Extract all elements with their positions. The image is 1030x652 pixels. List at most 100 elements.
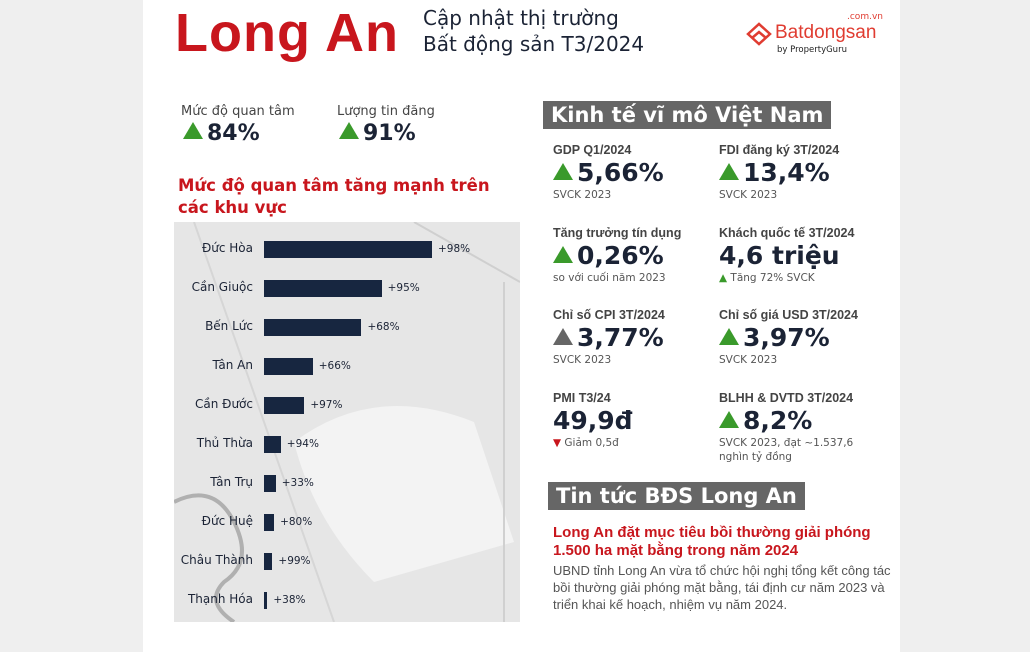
indicator-value: 3,77% <box>553 323 713 353</box>
indicator-note: SVCK 2023 <box>553 189 612 201</box>
indicator-value: 4,6 triệu <box>719 240 840 270</box>
bar-row: Bến Lức +68% <box>174 318 520 338</box>
bar-category-label: Đức Hòa <box>201 241 253 255</box>
bar-data-label: +97% <box>310 399 343 411</box>
logo-brand: Batdongsan <box>775 22 877 43</box>
news-item: Long An đặt mục tiêu bồi thường giải phó… <box>553 524 898 613</box>
subtitle-line2: Bất động sản T3/2024 <box>423 32 645 56</box>
bar-category-label: Châu Thành <box>180 553 253 567</box>
bar-data-label: +95% <box>387 282 420 294</box>
bar-row: Đức Huệ +80% <box>174 513 520 533</box>
bar-row: Thạnh Hóa +38% <box>174 591 520 611</box>
indicator-label: GDP Q1/2024 <box>553 143 632 157</box>
indicator-value: 5,66% <box>553 158 713 188</box>
indicator-note: so với cuối năm 2023 <box>553 271 666 284</box>
batdongsan-logo: .com.vn Batdongsan by PropertyGuru <box>745 12 895 56</box>
bar-data-label: +68% <box>367 321 400 333</box>
stat-listings-label: Lượng tin đăng <box>337 104 435 119</box>
indicator-label: Khách quốc tế 3T/2024 <box>719 225 855 240</box>
news-headline[interactable]: Long An đặt mục tiêu bồi thường giải phó… <box>553 524 871 559</box>
up-arrow-icon <box>553 328 573 345</box>
up-arrow-icon <box>553 245 573 263</box>
bar-row: Tân An +66% <box>174 357 520 377</box>
indicator-value: 0,26% <box>553 241 713 271</box>
bar <box>264 514 275 531</box>
bar-row: Cần Giuộc +95% <box>174 279 520 299</box>
indicator-note: SVCK 2023 <box>553 354 612 366</box>
bar-data-label: +94% <box>286 438 319 450</box>
bar-chart-map: Đức Hòa +98% Cần Giuộc +95% Bến Lức +68% Tâ… <box>174 222 520 622</box>
indicator-label: PMI T3/24 <box>553 390 611 405</box>
bar <box>264 397 305 414</box>
bar <box>264 241 432 258</box>
indicator-label: Tăng trưởng tín dụng <box>553 225 682 240</box>
stat-interest-value: 84% <box>183 121 260 146</box>
bar-category-label: Thủ Thừa <box>196 436 253 450</box>
bar-category-label: Đức Huệ <box>201 514 253 528</box>
indicator-label: BLHH & DVTD 3T/2024 <box>719 390 854 405</box>
bar-row: Thủ Thừa +94% <box>174 435 520 455</box>
logo-domain: .com.vn <box>847 12 883 22</box>
macro-indicator: Chỉ số CPI 3T/2024 3,77% SVCK 2023 <box>553 307 713 367</box>
bar <box>264 436 281 453</box>
macro-indicator: GDP Q1/2024 5,66% SVCK 2023 <box>553 142 713 202</box>
bar-data-label: +66% <box>318 360 351 372</box>
bar-data-label: +38% <box>273 594 306 606</box>
up-arrow-icon <box>553 163 573 180</box>
up-arrow-icon <box>719 410 739 428</box>
news-body: UBND tỉnh Long An vừa tổ chức hội nghị t… <box>553 563 891 612</box>
logo-byline: by PropertyGuru <box>777 45 847 55</box>
bar <box>264 319 362 336</box>
indicator-note: SVCK 2023 <box>719 189 778 201</box>
macro-indicator: Khách quốc tế 3T/2024 4,6 triệu ▲ Tăng 7… <box>719 225 879 285</box>
up-arrow-icon <box>719 163 739 180</box>
bar-row: Cần Đước +97% <box>174 396 520 416</box>
indicator-note: ▲ Tăng 72% SVCK <box>719 271 815 284</box>
indicator-note: SVCK 2023, đạt ~1.537,6 nghìn tỷ đồng <box>719 436 854 463</box>
bar-row: Châu Thành +99% <box>174 552 520 572</box>
stat-interest-label: Mức độ quan tâm <box>181 104 295 119</box>
indicator-value: 13,4% <box>719 158 879 188</box>
macro-indicator: FDI đăng ký 3T/2024 13,4% SVCK 2023 <box>719 142 879 202</box>
indicator-label: Chỉ số giá USD 3T/2024 <box>719 308 858 322</box>
macro-indicator: Chỉ số giá USD 3T/2024 3,97% SVCK 2023 <box>719 307 879 367</box>
bar <box>264 280 382 297</box>
bar-data-label: +33% <box>281 477 314 489</box>
bar-category-label: Cần Giuộc <box>191 280 253 294</box>
bar <box>264 553 273 570</box>
bar-category-label: Thạnh Hóa <box>187 592 253 606</box>
macro-section-title: Kinh tế vĩ mô Việt Nam <box>543 101 832 129</box>
indicator-value: 8,2% <box>719 406 879 436</box>
chart-section-title: Mức độ quan tâm tăng mạnh trên các khu v… <box>178 176 490 217</box>
up-arrow-icon <box>719 328 739 345</box>
indicator-value: 3,97% <box>719 323 879 353</box>
indicator-label: Chỉ số CPI 3T/2024 <box>553 308 665 322</box>
indicator-label: FDI đăng ký 3T/2024 <box>719 143 840 157</box>
bar-row: Tân Trụ +33% <box>174 474 520 494</box>
bar <box>264 475 276 492</box>
bar-category-label: Tân Trụ <box>210 475 253 489</box>
indicator-note: SVCK 2023 <box>719 354 778 366</box>
subtitle-line1: Cập nhật thị trường <box>423 6 619 30</box>
indicator-note: ▼ Giảm 0,5đ <box>553 436 619 449</box>
bar-category-label: Cần Đước <box>195 397 253 411</box>
bar-row: Đức Hòa +98% <box>174 240 520 260</box>
bar-data-label: +99% <box>278 555 311 567</box>
house-logo-icon <box>746 22 772 46</box>
bar-category-label: Tân An <box>212 358 253 372</box>
bar-category-label: Bến Lức <box>205 319 253 333</box>
bar <box>264 592 268 609</box>
news-section-title: Tin tức BĐS Long An <box>548 482 805 510</box>
macro-indicator: PMI T3/24 49,9đ ▼ Giảm 0,5đ <box>553 390 713 450</box>
bar <box>264 358 313 375</box>
bar-data-label: +98% <box>438 243 471 255</box>
map-background <box>174 222 520 622</box>
bar-data-label: +80% <box>280 516 313 528</box>
macro-indicator: Tăng trưởng tín dụng 0,26% so với cuối n… <box>553 225 713 285</box>
page-title: Long An <box>175 3 399 63</box>
up-arrow-icon <box>339 122 359 139</box>
indicator-value: 49,9đ <box>553 405 633 435</box>
stat-listings-value: 91% <box>339 121 416 146</box>
macro-indicator: BLHH & DVTD 3T/2024 8,2% SVCK 2023, đạt … <box>719 390 879 464</box>
up-arrow-icon <box>183 122 203 139</box>
